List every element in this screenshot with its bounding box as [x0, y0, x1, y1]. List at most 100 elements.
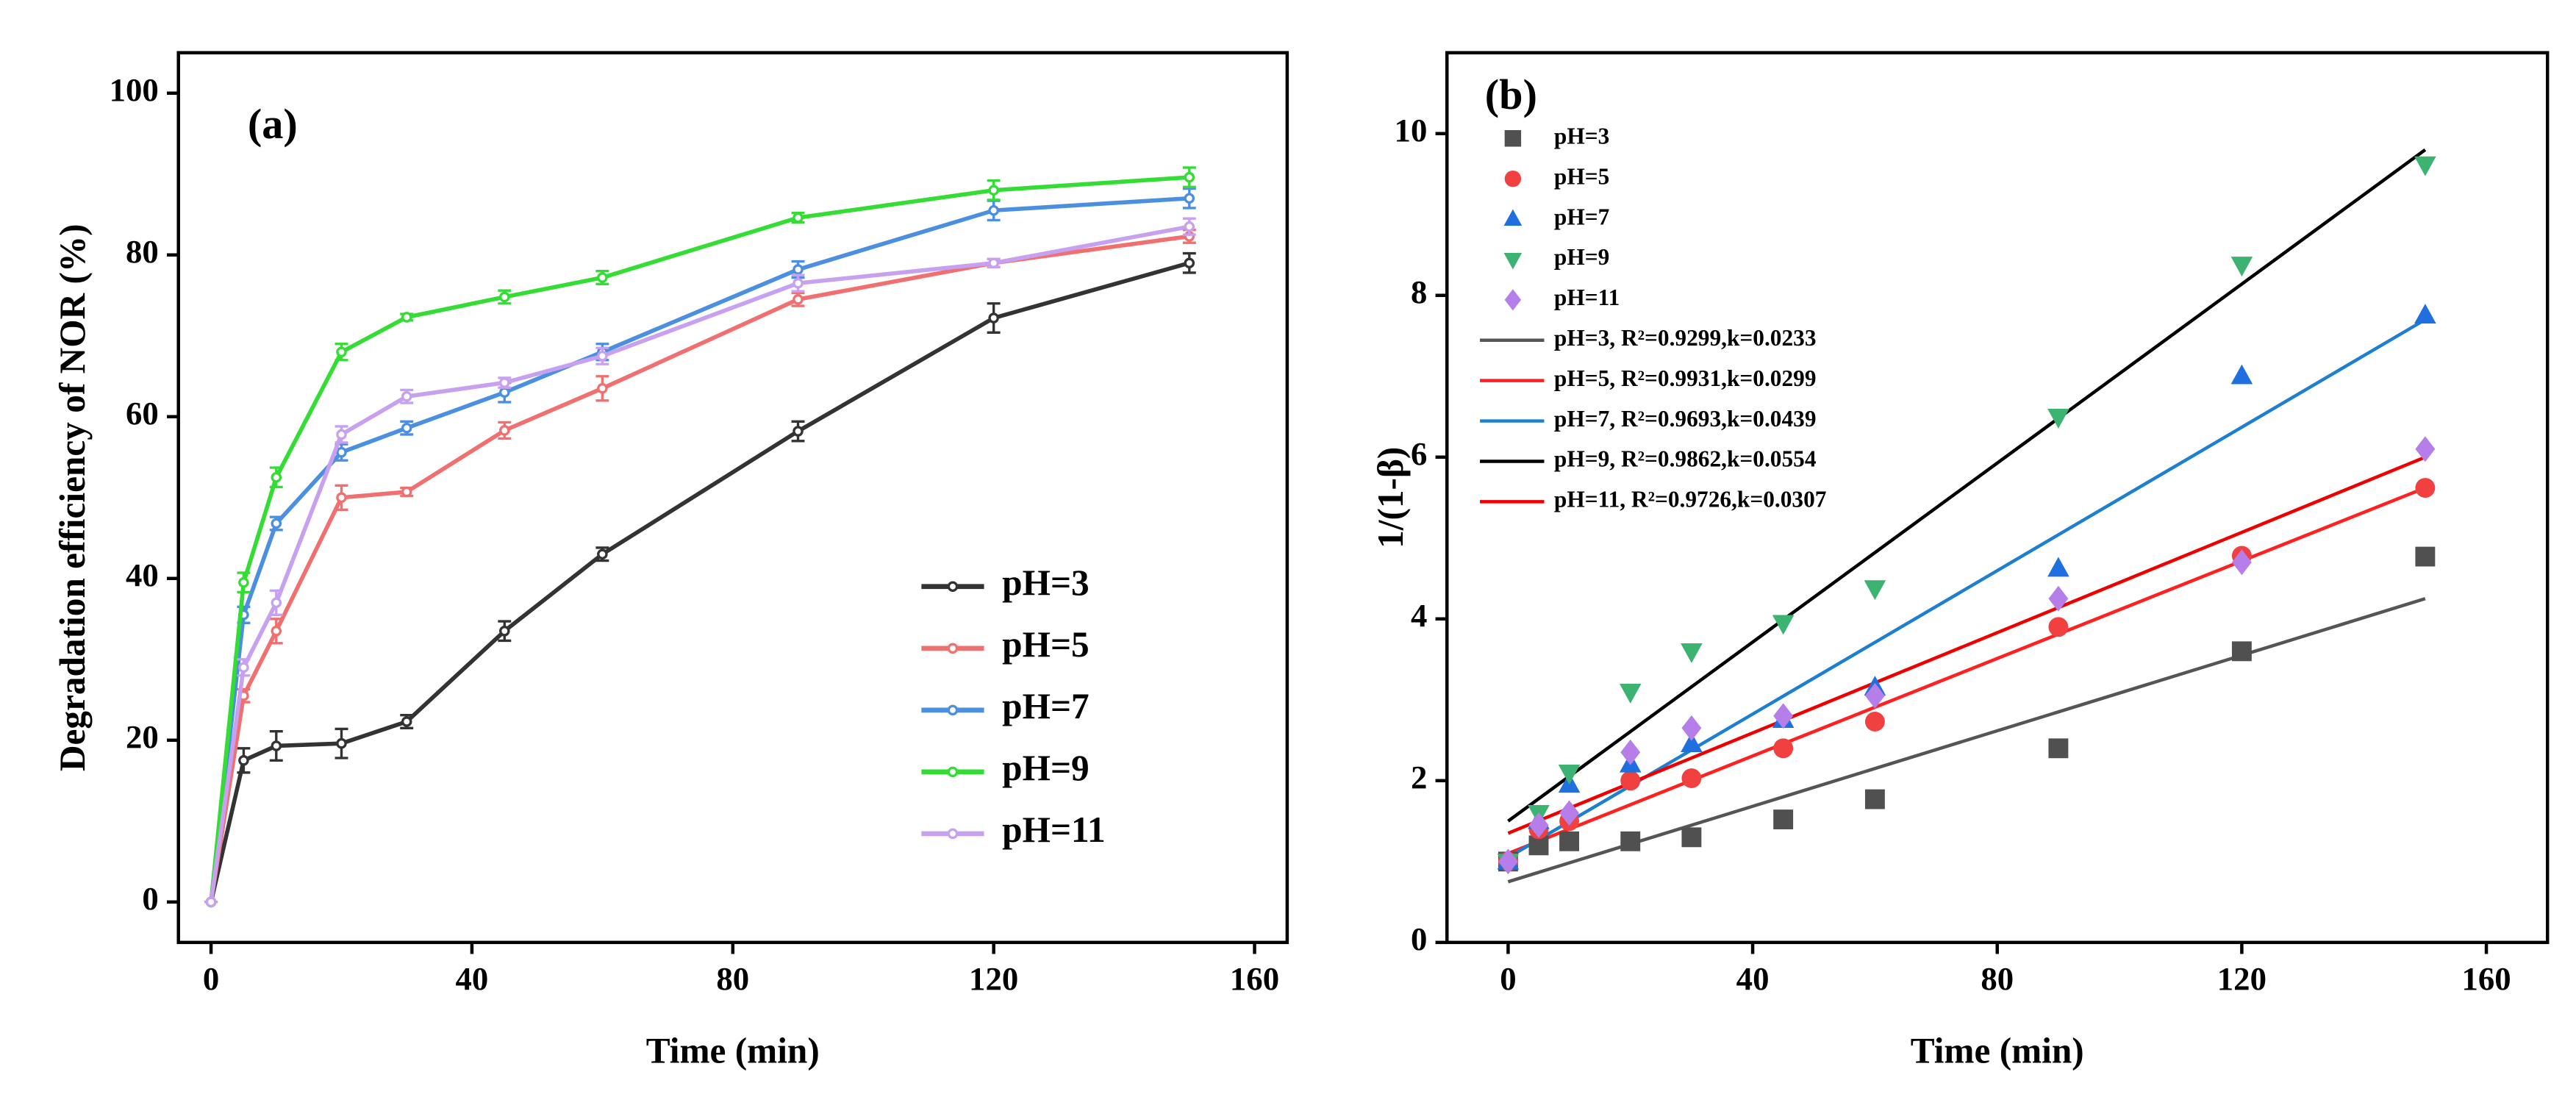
y-axis-label: 1/(1-β) [1370, 447, 1411, 548]
point [271, 471, 282, 483]
y-tick-label: 0 [142, 880, 158, 917]
point [988, 257, 999, 269]
marker [1773, 738, 1794, 759]
panel-label: (b) [1485, 71, 1537, 118]
legend-label: pH=9 [1002, 748, 1090, 788]
fit-line [1507, 486, 2426, 855]
point [597, 350, 608, 362]
legend-marker [947, 704, 959, 716]
marker [1864, 712, 1885, 732]
legend-label: pH=5 [1554, 163, 1609, 189]
legend-label: pH=9, R²=0.9862,k=0.0554 [1554, 446, 1817, 472]
point [336, 346, 347, 358]
marker [2048, 738, 2069, 759]
marker [2414, 304, 2436, 324]
point [401, 716, 412, 727]
x-tick-label: 120 [2217, 960, 2266, 997]
marker [2415, 546, 2436, 567]
point [336, 446, 347, 458]
legend-label: pH=3 [1002, 562, 1090, 603]
marker [1681, 732, 1703, 753]
x-axis-label: Time (min) [1911, 1031, 2084, 1071]
x-tick-label: 80 [716, 960, 749, 997]
point [793, 293, 804, 305]
point [271, 597, 282, 609]
marker [2048, 617, 2069, 637]
series-line [209, 196, 1189, 903]
marker [2047, 557, 2069, 577]
point [238, 755, 249, 766]
series-line [209, 234, 1190, 903]
series-line [209, 175, 1189, 903]
x-axis-label: Time (min) [646, 1031, 820, 1071]
legend-label: pH=5, R²=0.9931,k=0.0299 [1554, 365, 1817, 391]
marker [1681, 715, 1702, 741]
legend-label: pH=11 [1002, 809, 1105, 850]
point [271, 626, 282, 637]
marker [1864, 789, 1885, 809]
panel-label: (a) [248, 100, 298, 148]
fit-line [1507, 455, 2426, 835]
marker [1620, 831, 1641, 851]
point [499, 291, 510, 303]
series-line [209, 261, 1190, 903]
point [597, 548, 608, 560]
y-tick-label: 20 [126, 718, 159, 755]
point [205, 896, 217, 908]
legend-label: pH=7 [1002, 686, 1090, 726]
marker [1681, 768, 1702, 788]
marker [1772, 615, 1795, 635]
point [401, 312, 412, 323]
marker [2414, 156, 2436, 176]
point [271, 518, 282, 529]
point [988, 312, 999, 323]
marker [1504, 289, 1522, 311]
legend-marker [947, 766, 959, 778]
marker [1773, 703, 1794, 729]
y-tick-label: 60 [126, 395, 159, 432]
y-tick-label: 100 [110, 71, 159, 108]
legend-label: pH=7, R²=0.9693,k=0.0439 [1554, 406, 1817, 432]
point [336, 737, 347, 749]
x-tick-label: 160 [1230, 960, 1279, 997]
legend-label: pH=3 [1554, 123, 1609, 149]
series-line [209, 224, 1190, 903]
y-tick-label: 0 [1411, 920, 1427, 957]
point [793, 212, 804, 224]
fit-line [1507, 318, 2427, 859]
marker [1528, 835, 1549, 856]
marker [1559, 800, 1580, 826]
point [1184, 221, 1195, 232]
fit-line [1507, 597, 2426, 884]
x-tick-label: 40 [1736, 960, 1770, 997]
marker [1504, 170, 1522, 187]
x-tick-label: 120 [969, 960, 1018, 997]
x-tick-label: 0 [1500, 960, 1516, 997]
legend-label: pH=7 [1554, 204, 1609, 229]
point [988, 204, 999, 216]
y-axis-label: Degradation efficiency of NOR (%) [52, 224, 93, 771]
legend-label: pH=11 [1554, 285, 1620, 310]
marker [2230, 364, 2253, 385]
marker [1620, 771, 1641, 791]
x-tick-label: 0 [203, 960, 219, 997]
marker [2415, 436, 2436, 462]
point [988, 185, 999, 196]
point [793, 264, 804, 275]
marker [2047, 409, 2069, 429]
point [238, 662, 249, 673]
marker [1503, 252, 1523, 270]
fit-line [1507, 148, 2427, 823]
y-tick-label: 2 [1411, 759, 1427, 796]
marker [1504, 130, 1522, 147]
point [401, 486, 412, 498]
point [499, 425, 510, 436]
point [401, 422, 412, 434]
marker [1528, 812, 1549, 838]
point [1184, 171, 1195, 183]
legend-marker [947, 581, 959, 593]
x-tick-label: 80 [1981, 960, 2014, 997]
legend-marker [947, 828, 959, 840]
legend-label: pH=11, R²=0.9726,k=0.0307 [1554, 487, 1827, 512]
